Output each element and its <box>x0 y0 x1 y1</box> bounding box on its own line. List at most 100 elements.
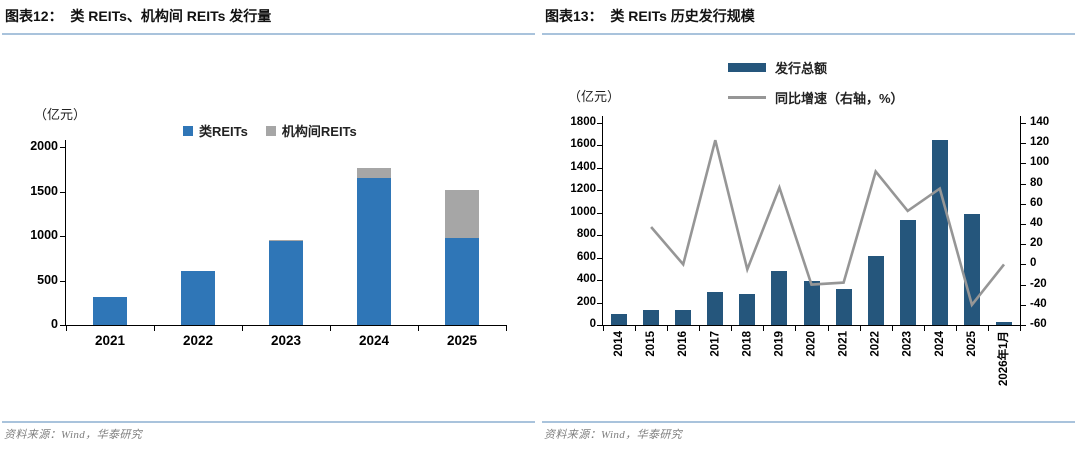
y-tick-mark-right <box>1021 143 1026 145</box>
bar-segment-inter-institution <box>269 239 303 242</box>
x-tick-mark <box>923 326 925 331</box>
category-label: 2015 <box>645 331 658 357</box>
bar-segment-inter-institution <box>357 168 391 179</box>
y-tick-label: 1000 <box>30 228 58 242</box>
bar-total-issuance <box>867 255 884 325</box>
y-tick-mark-left <box>597 123 602 124</box>
y-tick-mark <box>60 191 65 193</box>
bar-segment-class-reits <box>93 297 127 325</box>
y-tick-label-right: -60 <box>1030 318 1047 330</box>
bar-segment-class-reits <box>445 237 479 325</box>
y-tick-label: 1500 <box>30 183 58 198</box>
title-divider <box>2 33 535 35</box>
y-tick-mark-right <box>1021 264 1026 266</box>
y-tick-mark-left <box>597 235 602 237</box>
x-tick-mark <box>859 326 861 331</box>
y-tick-label: 2000 <box>30 139 58 153</box>
y-tick-mark-right <box>1021 284 1026 286</box>
y-tick-label-right: 60 <box>1030 196 1043 209</box>
y-axis-line <box>65 140 66 326</box>
y-tick-mark-right <box>1021 325 1026 326</box>
category-label: 2021 <box>837 331 850 357</box>
y-tick-mark-right <box>1021 304 1026 306</box>
x-tick-mark <box>699 326 701 331</box>
y-tick-label-left: 0 <box>589 318 596 330</box>
y-tick-mark-right <box>1021 224 1026 225</box>
x-tick-mark <box>795 326 797 331</box>
figure-panel-13: 图表13： 类 REITs 历史发行规模 （亿元） 发行总额 同比增速（右轴，%… <box>540 0 1080 454</box>
x-tick-mark <box>603 326 604 331</box>
bar-segment-class-reits <box>181 270 215 325</box>
y-tick-mark-left <box>597 190 602 192</box>
y-axis-unit-label: （亿元） <box>568 89 621 104</box>
legend-swatch-gray <box>265 125 276 136</box>
figure-panel-12: 图表12： 类 REITs、机构间 REITs 发行量 （亿元） 类REITs … <box>2 8 535 441</box>
legend-swatch-gray-line <box>728 96 766 99</box>
x-tick-mark <box>955 326 957 331</box>
bar-total-issuance <box>611 314 628 325</box>
x-tick-mark <box>987 326 989 331</box>
x-tick-mark <box>827 326 829 331</box>
category-label: 2020 <box>805 331 818 357</box>
category-label: 2023 <box>270 333 302 348</box>
category-label: 2014 <box>613 331 626 357</box>
y-tick-label-left: 1200 <box>570 183 596 196</box>
y-tick-label-right: -40 <box>1030 297 1047 310</box>
y-tick-label: 500 <box>37 272 58 287</box>
bar-total-issuance <box>899 219 916 325</box>
y-tick-mark-left <box>597 302 602 304</box>
source-divider <box>2 421 535 423</box>
category-label: 2019 <box>773 331 786 357</box>
bar-segment-class-reits <box>357 178 391 325</box>
source-divider <box>542 421 1075 423</box>
y-tick-mark-left <box>597 257 602 259</box>
legend-swatch-navy-bar <box>728 63 766 72</box>
bar-total-issuance <box>995 322 1012 325</box>
y-tick-label-right: 100 <box>1030 156 1050 169</box>
yoy-growth-line <box>650 139 1006 308</box>
bar-total-issuance <box>835 289 852 325</box>
y-tick-label-left: 600 <box>576 250 596 263</box>
bar-total-issuance <box>675 310 692 325</box>
y-tick-label-left: 800 <box>576 228 596 241</box>
y-tick-mark-left <box>597 145 602 147</box>
legend-label: 发行总额 <box>775 61 828 76</box>
bar-total-issuance <box>739 294 756 325</box>
category-label: 2025 <box>965 331 978 357</box>
y-tick-label-right: 120 <box>1030 136 1050 149</box>
figure-title: 图表12： 类 REITs、机构间 REITs 发行量 <box>5 8 272 24</box>
source-note: 资料来源：Wind，华泰研究 <box>544 429 683 441</box>
y-tick-mark <box>60 236 65 237</box>
y-tick-label-right: 0 <box>1030 257 1037 270</box>
x-tick-mark <box>506 326 507 331</box>
legend-item-class-reits: 类REITs <box>183 121 248 140</box>
bar-total-issuance <box>963 213 980 325</box>
x-tick-mark <box>891 326 893 331</box>
category-label: 2026年1月 <box>997 331 1010 386</box>
category-label: 2018 <box>741 331 754 357</box>
legend-label: 类REITs <box>199 124 248 139</box>
x-tick-mark <box>763 326 765 331</box>
category-label: 2023 <box>901 331 914 357</box>
x-tick-mark <box>635 326 637 331</box>
category-label: 2022 <box>869 331 882 357</box>
x-axis-line <box>602 325 1021 326</box>
x-tick-mark <box>242 326 243 331</box>
y-tick-mark-left <box>597 325 602 326</box>
y-tick-mark-right <box>1021 244 1026 246</box>
y-tick-mark <box>60 325 65 326</box>
y-tick-label-right: 140 <box>1030 116 1050 128</box>
y-axis-unit-label: （亿元） <box>34 107 87 122</box>
y-tick-label-left: 1800 <box>570 116 596 128</box>
y-tick-mark <box>60 280 65 282</box>
legend: 类REITs 机构间REITs <box>183 121 357 140</box>
x-tick-mark <box>731 326 733 331</box>
x-tick-mark <box>667 326 669 331</box>
bar-segment-inter-institution <box>445 189 479 238</box>
category-label: 2025 <box>446 333 478 348</box>
legend-label: 同比增速（右轴，%） <box>775 91 904 106</box>
bar-total-issuance <box>931 139 948 325</box>
y-tick-mark-right <box>1021 183 1026 185</box>
x-tick-mark <box>66 326 67 331</box>
